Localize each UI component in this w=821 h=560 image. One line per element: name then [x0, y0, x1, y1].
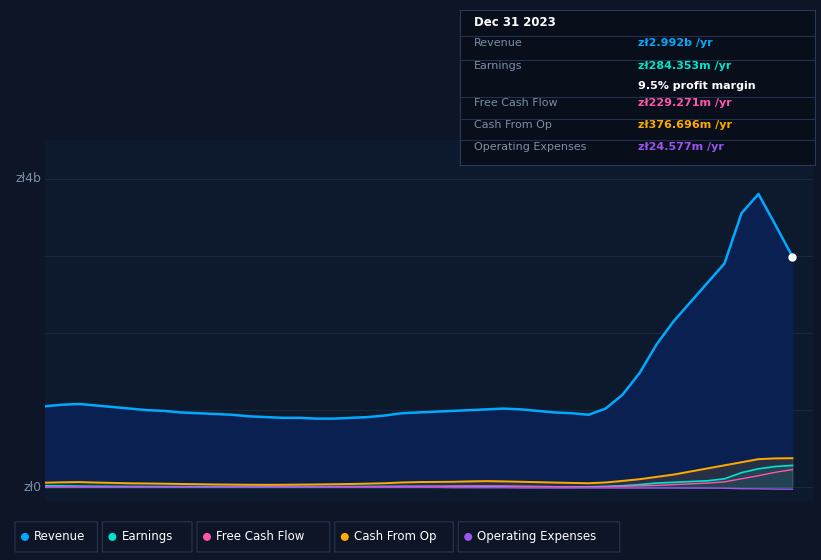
Text: zł24.577m /yr: zł24.577m /yr — [637, 142, 723, 152]
Text: Revenue: Revenue — [475, 38, 523, 48]
Text: zł0: zł0 — [23, 481, 41, 494]
Text: Cash From Op: Cash From Op — [475, 120, 552, 130]
Text: zł284.353m /yr: zł284.353m /yr — [637, 61, 731, 71]
Circle shape — [465, 534, 471, 540]
Text: zł4b: zł4b — [16, 172, 41, 185]
Text: 9.5% profit margin: 9.5% profit margin — [637, 81, 755, 91]
Text: Operating Expenses: Operating Expenses — [477, 530, 596, 543]
Text: zł376.696m /yr: zł376.696m /yr — [637, 120, 732, 130]
Circle shape — [21, 534, 28, 540]
Text: Earnings: Earnings — [475, 61, 523, 71]
Text: zł229.271m /yr: zł229.271m /yr — [637, 99, 732, 108]
Circle shape — [204, 534, 210, 540]
Text: Revenue: Revenue — [34, 530, 85, 543]
Text: zł2.992b /yr: zł2.992b /yr — [637, 38, 713, 48]
Text: Dec 31 2023: Dec 31 2023 — [475, 16, 556, 29]
Text: Earnings: Earnings — [122, 530, 172, 543]
Text: Operating Expenses: Operating Expenses — [475, 142, 586, 152]
Text: Free Cash Flow: Free Cash Flow — [475, 99, 557, 108]
Circle shape — [342, 534, 348, 540]
Text: Cash From Op: Cash From Op — [354, 530, 436, 543]
Circle shape — [109, 534, 116, 540]
Text: Free Cash Flow: Free Cash Flow — [216, 530, 305, 543]
